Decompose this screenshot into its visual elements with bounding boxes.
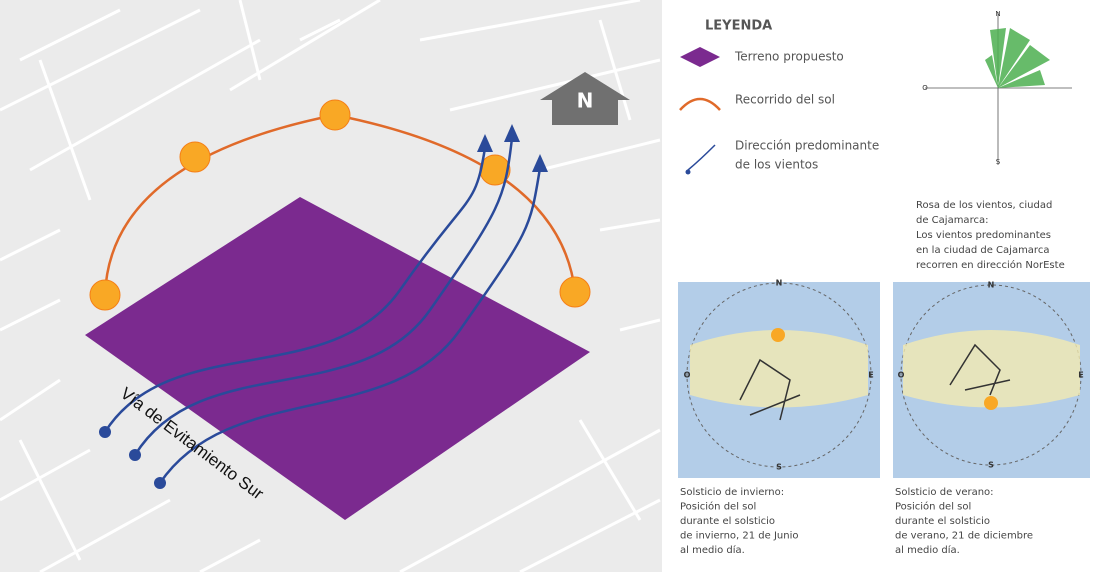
cardinal-label: E [1078,371,1083,380]
sun-chart-caption: de verano, 21 de diciembre [895,531,1033,542]
cardinal-label: N [776,279,783,288]
sun-chart-winter [678,282,880,478]
legend-label: Terreno propuesto [734,50,844,64]
legend-wind-swatch [687,144,716,171]
wind-rose-caption: en la ciudad de Cajamarca [916,245,1049,256]
proposed-site [85,197,590,520]
sun-chart-caption: al medio día. [895,544,960,556]
legend-label: de los vientos [735,158,818,172]
cardinal-label: O [922,84,928,92]
legend-label: Recorrido del sol [735,93,835,107]
sun-chart-caption: Posición del sol [895,501,971,513]
cardinal-label: S [996,158,1001,166]
cardinal-label: E [868,371,873,380]
cardinal-label: O [684,371,691,380]
wind-rose-caption: Rosa de los vientos, ciudad [916,200,1052,211]
sun-positions [89,99,591,311]
north-arrow [540,72,630,125]
sun-chart-caption: Solsticio de invierno: [680,487,784,498]
sun-chart-caption: Posición del sol [680,501,756,513]
streets [0,0,661,572]
legend-label: Dirección predominante [735,139,879,153]
legend-sun-swatch [679,97,721,111]
cardinal-label: N [988,281,995,290]
wind-rose-caption: de Cajamarca: [916,215,988,226]
sun-chart-caption: durante el solsticio [680,516,775,527]
sun-chart-caption: de invierno, 21 de Junio [680,531,799,542]
cardinal-label: O [898,371,905,380]
sun-chart-caption: al medio día. [680,544,745,556]
cardinal-label: S [776,463,782,472]
wind-rose-caption: Los vientos predominantes [916,230,1051,241]
sun-chart-caption: durante el solsticio [895,516,990,527]
legend-title: LEYENDA [705,19,772,34]
sun-chart-summer [893,282,1090,478]
wind-arrows [103,137,542,484]
cardinal-label: S [988,461,994,470]
cardinal-label: N [995,10,1000,18]
wind-rose [925,12,1072,165]
wind-rose-caption: recorren en dirección NorEste [916,259,1065,271]
north-label: N [577,89,594,113]
sun-chart-caption: Solsticio de verano: [895,487,994,498]
legend-wind-dot [685,169,691,175]
wind-arrow-heads [99,124,548,489]
legend-site-swatch [680,47,720,67]
